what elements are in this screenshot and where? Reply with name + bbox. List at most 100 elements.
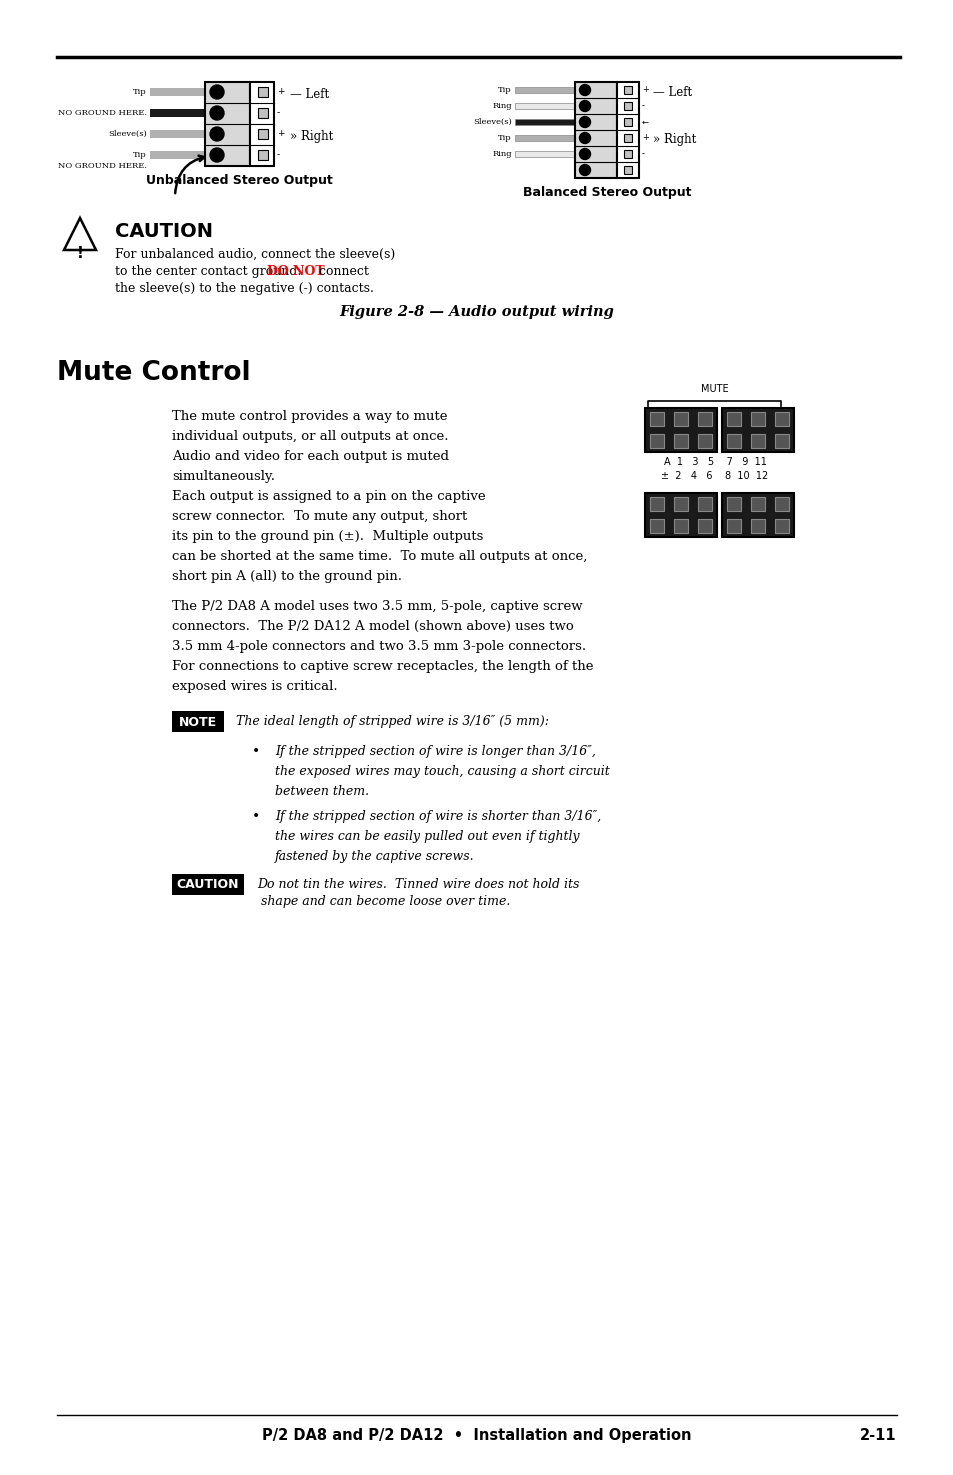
Text: +: + — [276, 130, 284, 139]
Circle shape — [578, 117, 590, 127]
Bar — [674, 434, 687, 448]
Bar — [775, 434, 788, 448]
Text: » Right: » Right — [652, 134, 696, 146]
Circle shape — [210, 106, 224, 119]
Bar — [150, 150, 205, 159]
Circle shape — [578, 149, 590, 159]
Bar — [644, 409, 717, 451]
Bar — [150, 109, 205, 117]
Bar — [515, 136, 575, 142]
Bar — [250, 83, 274, 167]
Bar — [515, 150, 575, 156]
Bar — [726, 434, 740, 448]
Bar — [515, 87, 575, 93]
Text: Balanced Stereo Output: Balanced Stereo Output — [522, 186, 691, 199]
Text: CAUTION: CAUTION — [115, 223, 213, 240]
Text: its pin to the ground pin (±).  Multiple outputs: its pin to the ground pin (±). Multiple … — [172, 530, 483, 543]
Text: Unbalanced Stereo Output: Unbalanced Stereo Output — [146, 174, 333, 187]
Bar — [623, 118, 631, 125]
Circle shape — [578, 84, 590, 96]
Bar — [644, 493, 717, 537]
Bar — [674, 412, 687, 426]
Bar — [623, 86, 631, 94]
Text: The P/2 DA8 A model uses two 3.5 mm, 5-pole, captive screw: The P/2 DA8 A model uses two 3.5 mm, 5-p… — [172, 600, 582, 614]
Text: •: • — [252, 810, 260, 825]
Bar — [623, 134, 631, 142]
Text: CAUTION: CAUTION — [176, 879, 239, 891]
Text: Audio and video for each output is muted: Audio and video for each output is muted — [172, 450, 449, 463]
Text: Do not tin the wires.  Tinned wire does not hold its: Do not tin the wires. Tinned wire does n… — [256, 879, 578, 891]
Text: If the stripped section of wire is longer than 3/16″,: If the stripped section of wire is longe… — [274, 745, 596, 758]
Bar — [205, 83, 250, 167]
Bar — [698, 412, 711, 426]
Text: can be shorted at the same time.  To mute all outputs at once,: can be shorted at the same time. To mute… — [172, 550, 587, 563]
Text: NOTE: NOTE — [179, 715, 217, 729]
Text: The mute control provides a way to mute: The mute control provides a way to mute — [172, 410, 447, 423]
Text: fastened by the captive screws.: fastened by the captive screws. — [274, 850, 475, 863]
Bar — [623, 167, 631, 174]
Bar — [751, 497, 764, 510]
Bar — [650, 519, 663, 532]
Text: +: + — [641, 134, 648, 143]
Bar — [257, 128, 268, 139]
Text: A  1   3   5    7   9  11: A 1 3 5 7 9 11 — [663, 457, 765, 468]
Text: shape and can become loose over time.: shape and can become loose over time. — [256, 895, 510, 909]
Circle shape — [578, 100, 590, 112]
Bar — [698, 497, 711, 510]
Text: DO NOT: DO NOT — [267, 266, 324, 277]
Bar — [623, 150, 631, 158]
Bar — [515, 119, 575, 125]
Text: — Left: — Left — [290, 88, 329, 100]
Bar — [751, 434, 764, 448]
Bar — [698, 519, 711, 532]
Bar — [775, 412, 788, 426]
Text: Tip: Tip — [133, 150, 147, 159]
Text: The ideal length of stripped wire is 3/16″ (5 mm):: The ideal length of stripped wire is 3/1… — [235, 715, 548, 729]
Bar — [172, 711, 224, 732]
Text: •: • — [252, 745, 260, 760]
Text: -: - — [641, 102, 644, 111]
Text: Ring: Ring — [492, 102, 512, 111]
Bar — [751, 519, 764, 532]
Text: 3.5 mm 4-pole connectors and two 3.5 mm 3-pole connectors.: 3.5 mm 4-pole connectors and two 3.5 mm … — [172, 640, 585, 653]
Bar — [775, 497, 788, 510]
Bar — [150, 88, 205, 96]
Text: to the center contact ground.: to the center contact ground. — [115, 266, 305, 277]
Text: P/2 DA8 and P/2 DA12  •  Installation and Operation: P/2 DA8 and P/2 DA12 • Installation and … — [262, 1428, 691, 1443]
Text: For connections to captive screw receptacles, the length of the: For connections to captive screw recepta… — [172, 659, 593, 673]
Bar — [726, 519, 740, 532]
Text: » Right: » Right — [290, 130, 333, 143]
Bar — [515, 103, 575, 109]
Bar — [726, 412, 740, 426]
Bar — [150, 130, 205, 139]
Text: Tip: Tip — [497, 134, 512, 142]
Text: simultaneously.: simultaneously. — [172, 471, 274, 482]
Text: +: + — [276, 87, 284, 96]
Text: 2-11: 2-11 — [860, 1428, 896, 1443]
Circle shape — [578, 133, 590, 143]
Bar — [623, 102, 631, 111]
Text: exposed wires is critical.: exposed wires is critical. — [172, 680, 337, 693]
Bar — [650, 412, 663, 426]
Text: NO GROUND HERE.: NO GROUND HERE. — [58, 162, 147, 170]
Bar — [257, 108, 268, 118]
Text: Tip: Tip — [133, 88, 147, 96]
Bar — [674, 497, 687, 510]
Text: — Left: — Left — [652, 86, 691, 99]
Text: Tip: Tip — [497, 86, 512, 94]
Bar — [575, 83, 617, 178]
Text: Ring: Ring — [492, 150, 512, 158]
Text: -: - — [276, 150, 280, 159]
Text: between them.: between them. — [274, 785, 369, 798]
Text: For unbalanced audio, connect the sleeve(s): For unbalanced audio, connect the sleeve… — [115, 248, 395, 261]
Text: Mute Control: Mute Control — [57, 360, 251, 386]
Text: the wires can be easily pulled out even if tightly: the wires can be easily pulled out even … — [274, 830, 579, 844]
Circle shape — [210, 148, 224, 162]
Bar — [721, 409, 793, 451]
Text: +: + — [641, 86, 648, 94]
Bar — [751, 412, 764, 426]
Bar — [257, 150, 268, 159]
Bar — [698, 434, 711, 448]
Bar — [617, 83, 639, 178]
Text: the sleeve(s) to the negative (-) contacts.: the sleeve(s) to the negative (-) contac… — [115, 282, 374, 295]
